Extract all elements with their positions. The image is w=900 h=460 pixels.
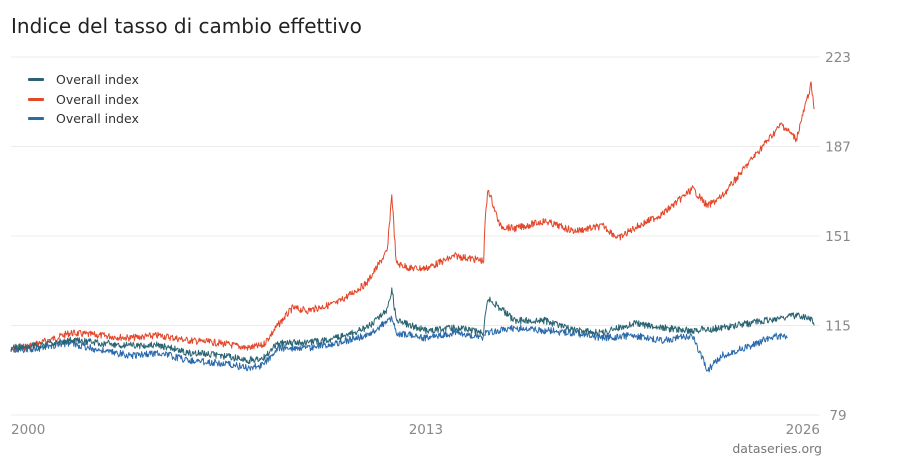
y-tick-label-4: 223 [825, 50, 851, 66]
series-layer [10, 81, 815, 373]
legend-item-2[interactable]: Overall index [28, 90, 139, 110]
series-0 [10, 81, 815, 353]
series-2-line [10, 287, 815, 365]
series-1 [10, 315, 788, 373]
series-1-line [10, 315, 788, 373]
x-tick-label-1: 2013 [409, 422, 443, 438]
series-2 [10, 287, 815, 365]
x-tick-label-0: 2000 [11, 422, 45, 438]
x-tick-label-2: 2026 [786, 422, 820, 438]
source-label: dataseries.org [732, 441, 822, 456]
y-tick-label-2: 151 [825, 229, 851, 245]
y-tick-label-1: 115 [825, 319, 851, 335]
legend-swatch-3 [28, 117, 44, 121]
legend-swatch-2 [28, 97, 44, 101]
legend-item-1[interactable]: Overall index [28, 70, 139, 90]
legend-swatch-1 [28, 78, 44, 82]
legend-item-3[interactable]: Overall index [28, 109, 139, 129]
axis-layer: 79 115 151 187 223 2000 2013 2026 [11, 50, 851, 438]
legend: Overall index Overall index Overall inde… [28, 70, 139, 129]
y-tick-label-3: 187 [825, 140, 851, 156]
legend-label-1: Overall index [56, 72, 139, 88]
legend-label-2: Overall index [56, 91, 139, 107]
series-0-line [10, 81, 815, 353]
legend-label-3: Overall index [56, 111, 139, 127]
y-tick-label-0: 79 [829, 408, 846, 424]
chart-title: Indice del tasso di cambio effettivo [11, 14, 362, 38]
